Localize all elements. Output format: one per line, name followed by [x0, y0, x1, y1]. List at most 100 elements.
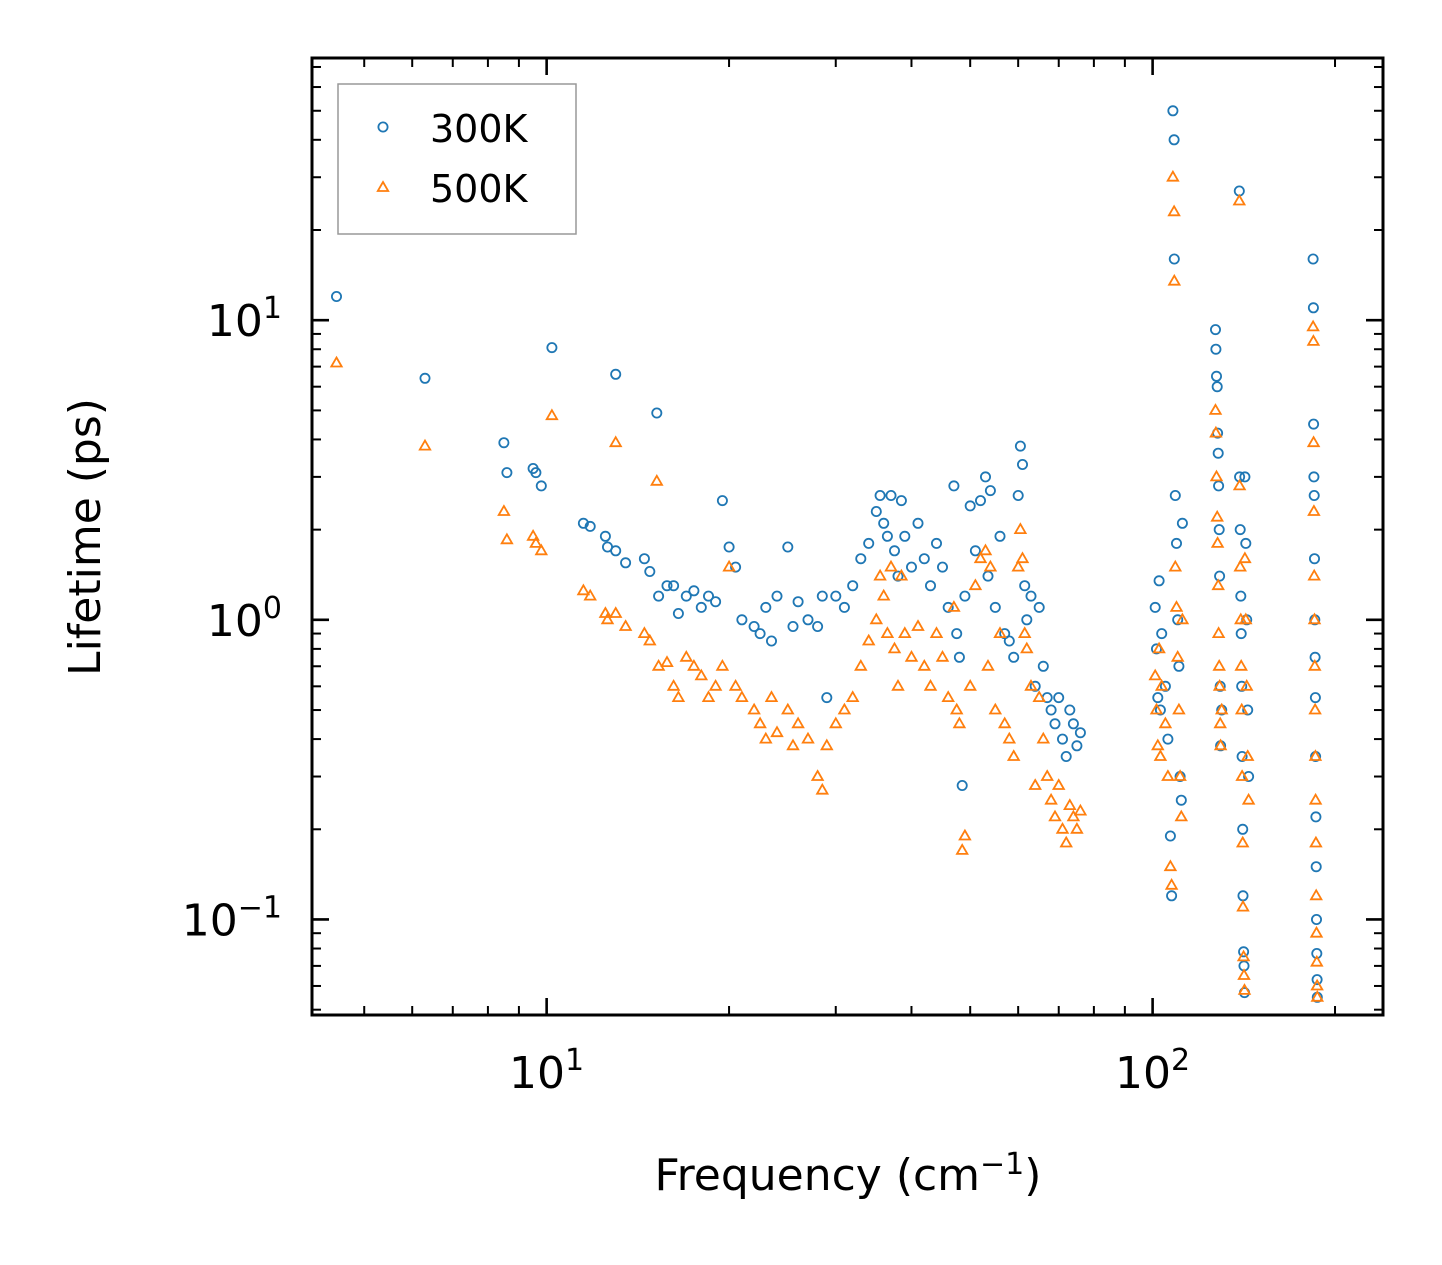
point-500k [1308, 702, 1322, 715]
legend-label-300k: 300K [430, 107, 529, 151]
y-axis-label: Lifetime (ps) [60, 398, 111, 676]
y-tick-label: 100 [207, 591, 282, 647]
point-300k [1019, 580, 1031, 592]
point-500k [880, 626, 895, 638]
point-300k [863, 537, 875, 549]
point-300k [1214, 570, 1226, 582]
point-500k [1073, 803, 1088, 816]
point-500k [1036, 731, 1051, 744]
point-500k [1239, 612, 1253, 625]
point-300k [1242, 704, 1254, 716]
point-300k [1033, 601, 1045, 613]
point-500k [1158, 716, 1173, 729]
legend-item-300k: 300K [377, 107, 529, 151]
point-500k [1167, 273, 1182, 286]
point-500k [1308, 792, 1323, 805]
point-500k [935, 650, 950, 662]
point-500k [1306, 435, 1321, 448]
point-500k [1174, 809, 1189, 822]
point-500k [887, 641, 902, 654]
point-300k [1071, 740, 1083, 752]
point-500k [1172, 702, 1186, 715]
point-300k [1210, 343, 1222, 355]
point-500k [898, 626, 912, 638]
point-300k [1213, 524, 1225, 536]
point-300k [1172, 614, 1184, 626]
point-300k [530, 467, 542, 479]
point-300k [1235, 628, 1247, 640]
point-500k [1011, 559, 1025, 572]
point-300k [695, 601, 707, 613]
point-500k [923, 679, 938, 691]
point-300k [855, 553, 867, 565]
point-500k [1239, 679, 1254, 691]
point-300k [975, 495, 987, 507]
point-500k [576, 583, 591, 596]
point-500k [845, 690, 860, 702]
point-300k [870, 505, 882, 517]
point-300k [1162, 733, 1174, 745]
point-300k [1211, 370, 1223, 382]
y-tick-label: 10−1 [182, 891, 282, 947]
point-300k [1074, 727, 1086, 739]
point-500k [1013, 522, 1028, 534]
tick-exponent: −1 [238, 891, 282, 926]
point-300k [771, 590, 783, 602]
point-500k [701, 690, 716, 702]
point-300k [1243, 771, 1255, 783]
point-500k [1173, 769, 1187, 781]
point-500k [1209, 469, 1224, 482]
point-300k [680, 590, 692, 602]
point-500k [1211, 578, 1225, 591]
point-300k [599, 530, 611, 542]
point-300k [953, 651, 965, 663]
point-300k [1017, 458, 1029, 470]
point-300k [821, 692, 833, 704]
point-300k [1064, 704, 1076, 716]
point-300k [956, 780, 968, 792]
point-500k [1059, 835, 1073, 848]
point-500k [1015, 551, 1030, 564]
point-500k [728, 679, 743, 691]
point-300k [1045, 704, 1057, 716]
point-300k [1167, 105, 1179, 117]
point-500k [1214, 702, 1229, 715]
point-500k [666, 679, 681, 691]
point-500k [687, 659, 701, 671]
point-300k [501, 467, 513, 479]
point-500k [1020, 641, 1034, 654]
point-500k [1240, 749, 1255, 761]
point-500k [608, 435, 623, 448]
point-500k [829, 716, 843, 729]
point-500k [1212, 659, 1226, 671]
point-500k [1040, 769, 1054, 781]
point-500k [1024, 679, 1038, 691]
legend-label-500k: 500K [430, 167, 529, 211]
point-500k [1310, 954, 1324, 967]
point-500k [1149, 702, 1164, 715]
axis-ticks [312, 58, 1383, 1015]
point-300k [1156, 628, 1168, 640]
point-500k [651, 659, 666, 671]
point-500k [1002, 731, 1017, 744]
point-300k [1169, 489, 1181, 501]
tick-base: 10 [509, 1048, 565, 1099]
point-500k [1055, 822, 1070, 834]
point-500k [1161, 769, 1175, 781]
point-500k [1310, 990, 1325, 1002]
point-500k [1233, 559, 1247, 572]
point-500k [418, 438, 432, 451]
point-500k [1167, 204, 1181, 217]
point-300k [748, 621, 760, 633]
point-300k [959, 590, 971, 602]
point-300k [1168, 134, 1180, 146]
point-500k [947, 600, 961, 612]
point-300k [847, 580, 859, 592]
point-300k [703, 590, 715, 602]
point-300k [1213, 480, 1225, 492]
tick-exponent: 0 [263, 591, 282, 626]
point-300k [330, 290, 342, 302]
point-300k [942, 601, 954, 613]
point-300k [969, 545, 981, 557]
